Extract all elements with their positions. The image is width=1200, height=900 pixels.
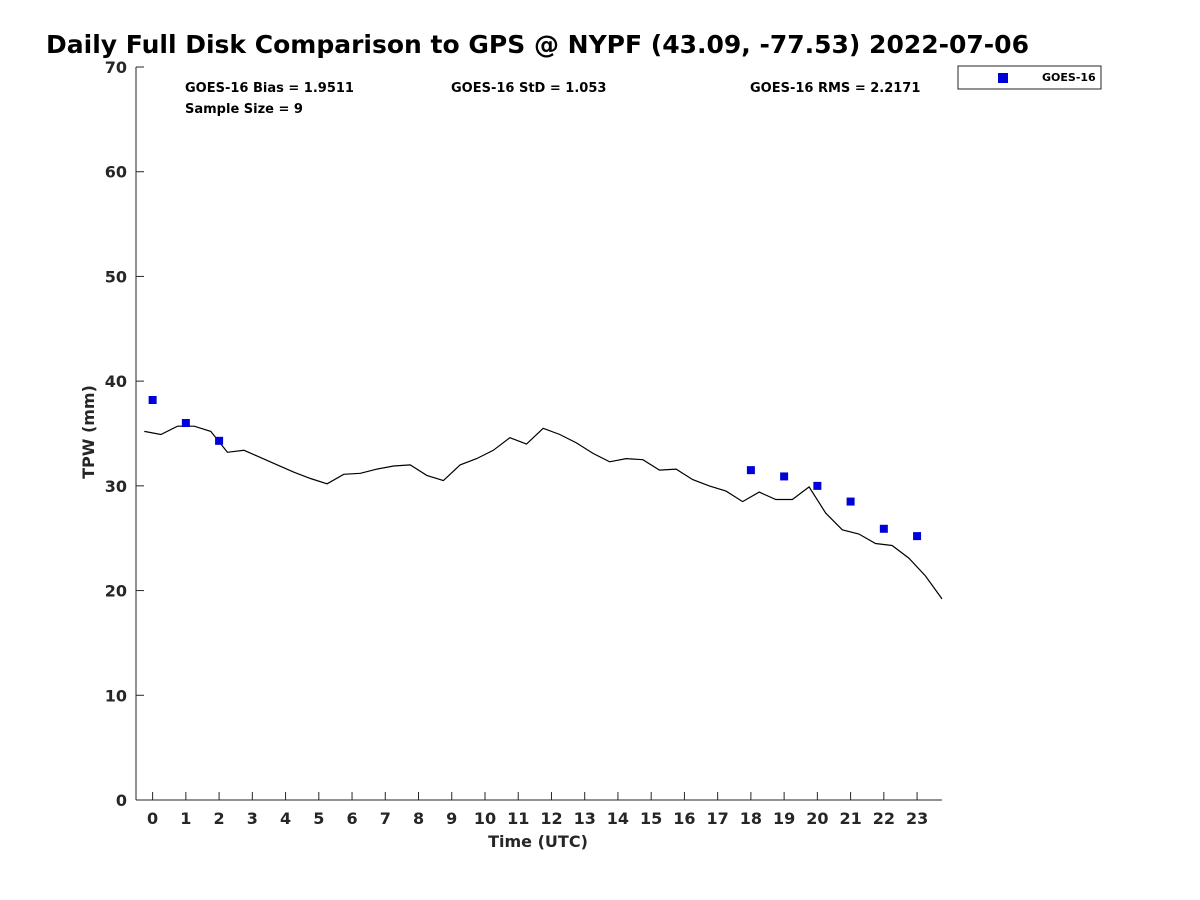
goes16-point [846,497,855,506]
std-stat: GOES-16 StD = 1.053 [451,81,606,96]
y-tick-label: 30 [105,477,127,496]
x-tick-label: 7 [380,809,391,828]
x-tick-label: 22 [873,809,895,828]
y-ticks: 0 10 20 30 40 50 60 70 [105,58,144,810]
goes16-point [913,532,922,541]
x-tick-label: 9 [446,809,457,828]
x-tick-label: 23 [906,809,928,828]
goes16-point [780,472,789,481]
gps-line [144,425,943,600]
goes16-point [813,481,822,490]
y-tick-label: 50 [105,267,127,286]
y-tick-label: 70 [105,58,127,77]
goes16-point [181,419,190,428]
x-tick-label: 4 [280,809,291,828]
goes16-point [879,524,888,533]
x-tick-label: 11 [507,809,529,828]
x-tick-label: 19 [773,809,795,828]
y-tick-label: 40 [105,372,127,391]
x-tick-label: 8 [413,809,424,828]
y-axis-label: TPW (mm) [79,385,98,479]
x-tick-label: 15 [640,809,662,828]
x-tick-label: 20 [806,809,828,828]
goes16-point [746,466,755,475]
x-tick-label: 0 [147,809,158,828]
sample-size-stat: Sample Size = 9 [185,102,303,117]
bias-stat: GOES-16 Bias = 1.9511 [185,81,354,96]
gps-series [144,425,943,600]
x-tick-label: 12 [540,809,562,828]
y-tick-label: 0 [116,791,127,810]
goes16-series [148,395,922,541]
goes16-point [215,436,224,445]
x-tick-label: 16 [673,809,695,828]
x-tick-label: 18 [740,809,762,828]
x-tick-label: 3 [247,809,258,828]
x-tick-label: 14 [607,809,629,828]
rms-stat: GOES-16 RMS = 2.2171 [750,81,920,96]
x-tick-label: 21 [839,809,861,828]
y-tick-label: 60 [105,163,127,182]
x-tick-label: 6 [346,809,357,828]
x-tick-label: 2 [214,809,225,828]
legend-marker [998,73,1008,83]
legend-box [957,65,1102,90]
legend-label-goes16: GOES-16 [1042,71,1096,84]
y-tick-label: 10 [105,686,127,705]
goes16-point [148,395,157,404]
x-tick-label: 1 [180,809,191,828]
x-tick-label: 17 [707,809,729,828]
x-tick-label: 10 [474,809,496,828]
x-tick-label: 13 [574,809,596,828]
x-axis-label: Time (UTC) [488,832,588,851]
y-tick-label: 20 [105,582,127,601]
chart-title: Daily Full Disk Comparison to GPS @ NYPF… [46,30,1029,59]
x-ticks: 0 1 2 3 4 5 6 7 8 9 10 11 12 13 14 15 16 17 18 19 20 21 22 23 [147,792,928,828]
legend: GOES-16 [957,65,1102,90]
x-tick-label: 5 [313,809,324,828]
axes [135,67,942,801]
